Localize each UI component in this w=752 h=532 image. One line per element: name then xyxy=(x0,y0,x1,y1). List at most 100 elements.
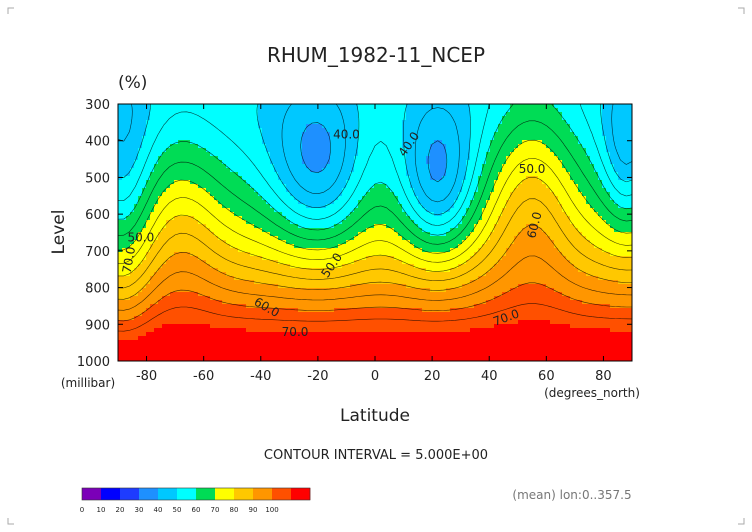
field-cell xyxy=(262,220,267,225)
field-cell xyxy=(430,108,435,113)
field-cell xyxy=(302,144,307,149)
field-cell xyxy=(146,220,151,225)
field-cell xyxy=(466,184,471,189)
field-cell xyxy=(470,120,475,125)
field-cell xyxy=(362,212,367,217)
field-cell xyxy=(206,220,211,225)
field-cell xyxy=(346,124,351,129)
field-cell xyxy=(554,116,559,121)
field-cell xyxy=(454,140,459,145)
field-cell xyxy=(534,136,539,141)
field-cell xyxy=(514,120,519,125)
field-cell xyxy=(150,108,155,113)
field-cell xyxy=(606,112,611,117)
field-cell xyxy=(486,108,491,113)
field-cell xyxy=(566,112,571,117)
field-cell xyxy=(294,160,299,165)
field-cell xyxy=(598,124,603,129)
field-cell xyxy=(266,212,271,217)
field-cell xyxy=(302,208,307,213)
field-cell xyxy=(434,220,439,225)
field-cell xyxy=(610,208,615,213)
field-cell xyxy=(342,128,347,133)
field-cell xyxy=(350,240,355,245)
field-cell xyxy=(290,248,295,253)
field-cell xyxy=(442,188,447,193)
field-cell xyxy=(382,164,387,169)
field-cell xyxy=(298,216,303,221)
field-cell xyxy=(374,140,379,145)
field-cell xyxy=(530,244,535,249)
field-cell xyxy=(250,180,255,185)
field-cell xyxy=(494,116,499,121)
field-cell xyxy=(354,184,359,189)
field-cell xyxy=(162,208,167,213)
field-cell xyxy=(614,180,619,185)
field-cell xyxy=(194,172,199,177)
field-cell xyxy=(158,120,163,125)
field-cell xyxy=(282,172,287,177)
field-cell xyxy=(118,108,123,113)
field-cell xyxy=(538,136,543,141)
field-cell xyxy=(578,168,583,173)
field-cell xyxy=(442,232,447,237)
field-cell xyxy=(546,156,551,161)
field-cell xyxy=(398,120,403,125)
field-cell xyxy=(598,160,603,165)
field-cell xyxy=(174,204,179,209)
field-cell xyxy=(366,212,371,217)
field-cell xyxy=(158,244,163,249)
field-cell xyxy=(302,216,307,221)
field-cell xyxy=(346,152,351,157)
field-cell xyxy=(350,124,355,129)
field-cell xyxy=(450,108,455,113)
field-cell xyxy=(506,104,511,109)
field-cell xyxy=(502,168,507,173)
field-cell xyxy=(122,140,127,145)
field-cell xyxy=(510,108,515,113)
field-cell xyxy=(194,244,199,249)
field-cell xyxy=(466,200,471,205)
field-cell xyxy=(306,176,311,181)
field-cell xyxy=(258,252,263,257)
field-cell xyxy=(378,252,383,257)
field-cell xyxy=(302,192,307,197)
field-cell xyxy=(514,248,519,253)
field-cell xyxy=(282,184,287,189)
field-cell xyxy=(618,212,623,217)
field-cell xyxy=(466,216,471,221)
field-cell xyxy=(394,144,399,149)
field-cell xyxy=(122,232,127,237)
field-cell xyxy=(306,244,311,249)
field-cell xyxy=(370,180,375,185)
field-cell xyxy=(458,144,463,149)
field-cell xyxy=(554,112,559,117)
field-cell xyxy=(410,240,415,245)
field-cell xyxy=(230,220,235,225)
field-cell xyxy=(382,216,387,221)
field-cell xyxy=(458,256,463,261)
field-cell xyxy=(574,120,579,125)
field-cell xyxy=(302,204,307,209)
field-cell xyxy=(406,104,411,109)
field-cell xyxy=(354,120,359,125)
field-cell xyxy=(418,152,423,157)
field-cell xyxy=(214,212,219,217)
field-cell xyxy=(234,148,239,153)
field-cell xyxy=(302,176,307,181)
field-cell xyxy=(142,188,147,193)
field-cell xyxy=(274,160,279,165)
field-cell xyxy=(154,116,159,121)
field-cell xyxy=(450,120,455,125)
field-cell xyxy=(366,132,371,137)
field-cell xyxy=(434,244,439,249)
field-cell xyxy=(594,112,599,117)
field-cell xyxy=(478,204,483,209)
field-cell xyxy=(310,236,315,241)
field-cell xyxy=(250,244,255,249)
field-cell xyxy=(570,160,575,165)
field-cell xyxy=(422,124,427,129)
field-cell xyxy=(326,152,331,157)
field-cell xyxy=(362,200,367,205)
field-cell xyxy=(454,180,459,185)
